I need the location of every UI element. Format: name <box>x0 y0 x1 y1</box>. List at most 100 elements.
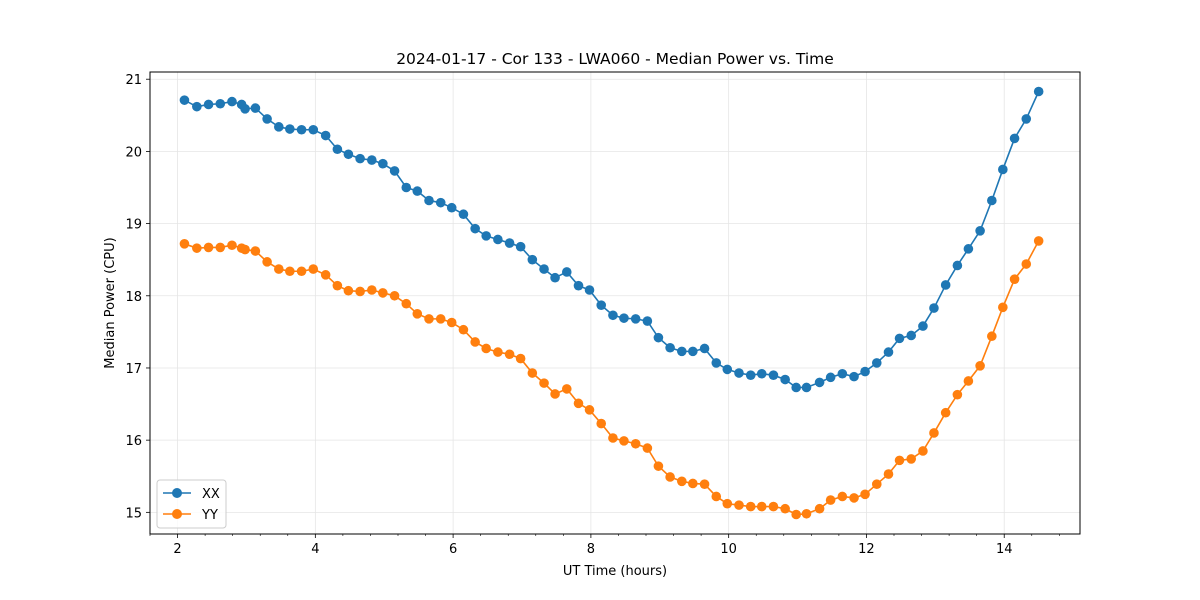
series-yy <box>179 236 1044 520</box>
chart-title: 2024-01-17 - Cor 133 - LWA060 - Median P… <box>396 50 834 68</box>
data-point-yy <box>1021 259 1032 269</box>
data-point-yy <box>608 433 618 443</box>
data-point-xx <box>711 358 722 368</box>
data-point-yy <box>596 418 607 429</box>
data-point-yy <box>883 469 894 479</box>
data-point-yy <box>825 495 836 505</box>
data-point-xx <box>801 382 812 393</box>
data-point-xx <box>791 382 801 393</box>
data-point-xx <box>940 280 951 290</box>
data-point-xx <box>596 300 607 310</box>
data-point-xx <box>343 149 354 160</box>
data-point-yy <box>227 240 237 251</box>
data-point-yy <box>332 280 343 291</box>
data-point-yy <box>677 476 687 487</box>
data-point-yy <box>481 343 491 354</box>
data-point-xx <box>192 101 202 112</box>
data-point-xx <box>745 370 756 380</box>
series-xx <box>179 86 1044 393</box>
data-point-xx <box>653 332 664 343</box>
series-line-xx <box>184 91 1040 389</box>
data-point-yy <box>435 314 446 324</box>
x-tick-label: 2 <box>173 542 181 557</box>
data-point-yy <box>515 353 526 364</box>
data-point-yy <box>493 347 503 357</box>
data-point-xx <box>435 197 446 208</box>
data-point-xx <box>262 114 272 124</box>
legend-label-yy: YY <box>201 508 218 523</box>
data-point-yy <box>998 302 1008 313</box>
data-point-yy <box>929 428 939 438</box>
data-point-xx <box>332 144 343 155</box>
data-point-yy <box>918 446 928 456</box>
data-point-xx <box>389 166 400 176</box>
data-point-xx <box>642 316 653 326</box>
data-point-xx <box>215 98 226 109</box>
data-point-xx <box>274 122 284 132</box>
data-point-xx <box>1009 133 1020 144</box>
data-point-yy <box>240 244 250 255</box>
data-point-yy <box>308 264 319 274</box>
data-point-xx <box>849 371 859 382</box>
data-point-yy <box>550 389 560 399</box>
data-point-xx <box>825 372 836 383</box>
data-point-xx <box>493 234 503 245</box>
data-point-yy <box>791 509 801 520</box>
y-tick-label: 15 <box>125 506 142 521</box>
data-point-xx <box>203 99 214 110</box>
data-point-xx <box>515 241 526 252</box>
data-point-yy <box>470 337 480 347</box>
data-point-xx <box>378 158 388 169</box>
data-point-yy <box>849 493 859 503</box>
x-axis-label: UT Time (hours) <box>563 564 667 579</box>
data-point-yy <box>952 389 963 400</box>
data-point-xx <box>952 260 963 271</box>
data-point-xx <box>756 368 767 379</box>
y-axis-label: Median Power (CPU) <box>103 237 118 368</box>
data-point-yy <box>837 491 848 502</box>
y-tick-label: 18 <box>125 290 142 305</box>
data-point-xx <box>561 267 572 277</box>
ticks: 2 4 6 8 10 12 14 15 16 17 18 19 20 21 <box>125 73 1060 557</box>
data-point-yy <box>630 438 641 449</box>
data-point-xx <box>918 321 928 331</box>
data-point-yy <box>940 407 951 418</box>
data-point-yy <box>504 349 515 360</box>
data-point-xx <box>987 195 997 206</box>
data-point-xx <box>722 364 733 375</box>
data-point-xx <box>1033 86 1044 97</box>
legend-marker-xx <box>172 488 182 498</box>
data-point-yy <box>801 508 812 519</box>
data-point-xx <box>504 238 515 248</box>
data-point-yy <box>262 257 272 267</box>
data-point-xx <box>734 368 744 378</box>
data-point-yy <box>192 243 202 253</box>
data-point-xx <box>412 186 423 196</box>
data-point-yy <box>401 298 412 309</box>
data-point-yy <box>975 361 985 371</box>
data-point-xx <box>367 155 377 165</box>
data-point-yy <box>274 264 284 274</box>
data-point-xx <box>458 209 469 220</box>
data-point-xx <box>906 330 917 341</box>
data-point-yy <box>539 378 549 388</box>
data-point-xx <box>446 202 457 213</box>
data-point-yy <box>203 242 214 253</box>
data-point-yy <box>527 368 538 378</box>
data-point-yy <box>814 503 825 514</box>
data-point-xx <box>320 130 331 141</box>
data-point-xx <box>837 368 848 379</box>
data-point-yy <box>215 242 226 253</box>
data-point-xx <box>527 254 538 265</box>
data-point-xx <box>768 370 779 380</box>
data-point-xx <box>665 342 675 353</box>
y-tick-label: 19 <box>125 218 142 233</box>
data-point-yy <box>860 489 870 500</box>
data-point-xx <box>929 303 939 313</box>
data-point-yy <box>987 331 997 342</box>
data-point-xx <box>401 182 412 193</box>
data-point-xx <box>780 374 790 385</box>
data-point-xx <box>573 280 584 291</box>
grid <box>150 72 1080 534</box>
x-tick-label: 4 <box>311 542 319 557</box>
